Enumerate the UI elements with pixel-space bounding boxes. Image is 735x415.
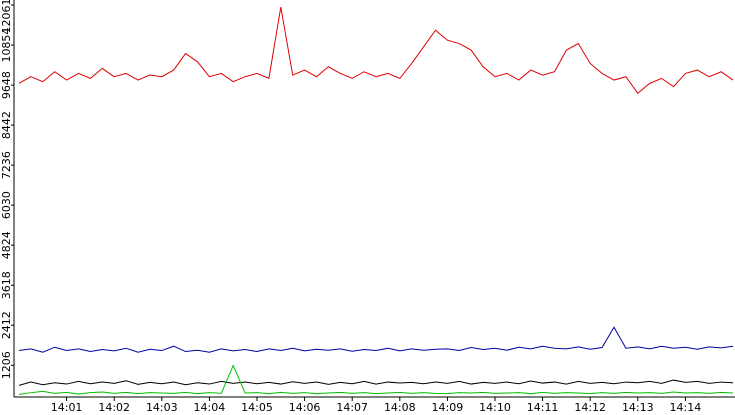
x-tick-label: 14:03: [146, 401, 178, 414]
series-line: [18, 379, 734, 386]
y-tick-label: 12061: [0, 0, 13, 34]
series-line: [18, 326, 734, 353]
y-tick-label: 3618: [0, 271, 13, 299]
y-tick-label: 8442: [0, 111, 13, 139]
x-tick-label: 14:05: [241, 401, 273, 414]
x-tick-label: 14:14: [670, 401, 702, 414]
x-tick-label: 14:11: [527, 401, 559, 414]
x-tick-label: 14:01: [51, 401, 83, 414]
x-tick-label: 14:13: [622, 401, 654, 414]
x-tick-label: 14:04: [194, 401, 226, 414]
x-tick-label: 14:06: [289, 401, 321, 414]
x-tick-label: 14:08: [384, 401, 416, 414]
series-line: [18, 364, 734, 395]
x-tick-label: 14:02: [98, 401, 130, 414]
y-tick-label: 2412: [0, 311, 13, 339]
y-tick-label: 10854: [0, 28, 13, 63]
y-tick-label: 1206: [0, 351, 13, 379]
x-tick-label: 14:12: [574, 401, 606, 414]
y-tick-label: 9648: [0, 71, 13, 99]
y-tick-label: 6030: [0, 191, 13, 219]
x-tick-label: 14:09: [432, 401, 464, 414]
y-tick-label: 4824: [0, 231, 13, 259]
x-tick-label: 14:10: [479, 401, 511, 414]
x-tick-label: 14:07: [336, 401, 368, 414]
y-tick-label: 7236: [0, 151, 13, 179]
series-line: [18, 6, 734, 95]
